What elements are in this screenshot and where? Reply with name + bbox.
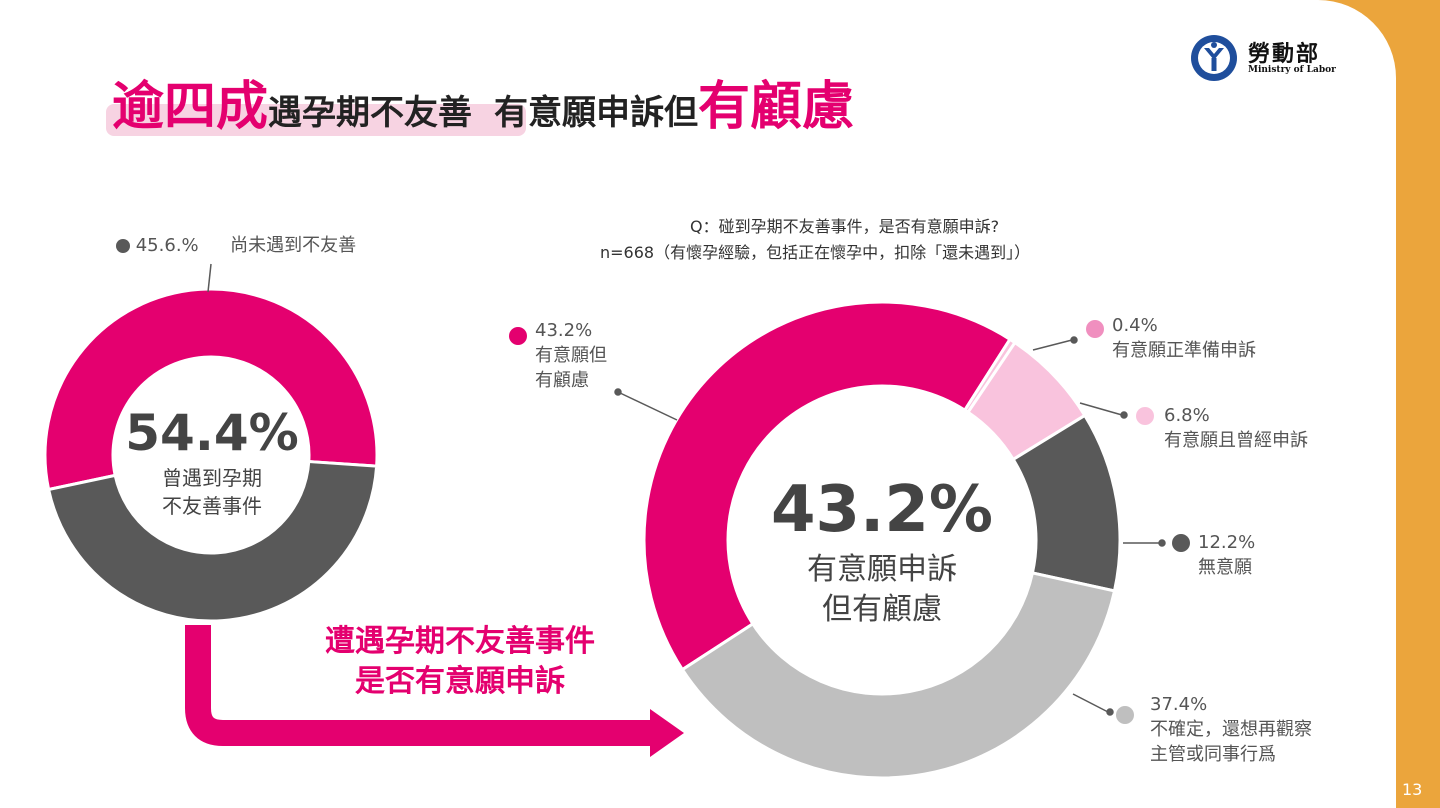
- right-center-pct: 43.2%: [770, 473, 994, 547]
- legend-dot-dark-right: [1172, 534, 1190, 552]
- title-part-1: 逾四成: [112, 77, 269, 137]
- legend-dot-light-gray: [1116, 706, 1134, 724]
- label-432: 43.2% 有意願但 有顧慮: [535, 318, 607, 393]
- label-04-pct: 0.4%: [1112, 315, 1158, 336]
- right-center-line-2: 但有顧慮: [822, 592, 942, 627]
- label-374-line-1: 不確定，還想再觀察: [1150, 719, 1312, 740]
- title-part-4: 有顧慮: [698, 77, 855, 137]
- right-donut-slice-4: [680, 571, 1117, 780]
- arrow-caption-line-1: 遭遇孕期不友善事件: [325, 624, 595, 659]
- right-center-line-1: 有意願申訴: [807, 552, 957, 587]
- label-432-pct: 43.2%: [535, 320, 593, 341]
- slide-title: 逾四成遇孕期不友善 有意願申訴但有顧慮: [112, 64, 854, 139]
- leader-line-374: [1072, 693, 1109, 713]
- flow-arrow-head: [650, 709, 684, 757]
- label-04-line-1: 有意願正準備申訴: [1112, 340, 1256, 361]
- label-122-line-1: 無意願: [1198, 557, 1252, 578]
- leader-line-68: [1079, 402, 1123, 416]
- ministry-of-labor-emblem-icon: [1191, 35, 1237, 81]
- legend-dot-pink: [509, 327, 527, 345]
- label-122: 12.2% 無意願: [1198, 530, 1255, 580]
- left-donut-slice-1: [46, 459, 379, 623]
- right-donut-slice-0: [642, 300, 1013, 672]
- ministry-logo: 勞動部 Ministry of Labor: [1190, 34, 1350, 84]
- label-374: 37.4% 不確定，還想再觀察 主管或同事行爲: [1150, 692, 1312, 767]
- arrow-caption-line-2: 是否有意願申訴: [355, 664, 565, 699]
- left-center-line-2: 不友善事件: [162, 494, 262, 518]
- left-donut-center: 54.4% 曾遇到孕期 不友善事件: [112, 402, 312, 520]
- label-432-line-2: 有顧慮: [535, 370, 589, 391]
- question-line-2: n=668（有懷孕經驗，包括正在懷孕中，扣除「還未遇到」）: [600, 243, 1031, 262]
- leader-line-unmet: [207, 263, 212, 293]
- survey-question: Q：碰到孕期不友善事件，是否有意願申訴? n=668（有懷孕經驗，包括正在懷孕中…: [600, 214, 1030, 266]
- leader-dot-432: [614, 388, 622, 396]
- question-line-1: Q：碰到孕期不友善事件，是否有意願申訴?: [690, 217, 1000, 236]
- label-432-line-1: 有意願但: [535, 345, 607, 366]
- right-donut-center: 43.2% 有意願申訴 但有顧慮: [752, 470, 1012, 630]
- label-68-line-1: 有意願且曾經申訴: [1164, 430, 1308, 451]
- left-center-line-1: 曾遇到孕期: [162, 466, 262, 490]
- title-part-3: 有意願申訴但: [494, 93, 699, 133]
- page-number: 13: [1402, 780, 1423, 799]
- leader-dot-04: [1070, 336, 1078, 344]
- charts-canvas: [43, 263, 1166, 780]
- label-68: 6.8% 有意願且曾經申訴: [1164, 403, 1308, 453]
- label-68-pct: 6.8%: [1164, 405, 1210, 426]
- label-unmet-pct: 45.6.%: [135, 235, 199, 256]
- left-donut-chart: [43, 287, 379, 623]
- legend-dot-pink-mid: [1086, 320, 1104, 338]
- leader-dot-374: [1106, 708, 1114, 716]
- leader-dot-68: [1120, 411, 1128, 419]
- logo-name-zh: 勞動部: [1248, 41, 1321, 67]
- label-unmet-text: 尚未遇到不友善: [230, 235, 357, 256]
- leader-line-432: [617, 391, 678, 421]
- leader-dot-122: [1158, 539, 1166, 547]
- label-374-line-2: 主管或同事行爲: [1150, 744, 1276, 765]
- title-part-2: 遇孕期不友善: [268, 93, 473, 133]
- legend-dot-light-pink: [1136, 407, 1154, 425]
- arrow-caption: 遭遇孕期不友善事件 是否有意願申訴: [300, 622, 620, 702]
- label-374-pct: 37.4%: [1150, 694, 1208, 715]
- label-04: 0.4% 有意願正準備申訴: [1112, 313, 1256, 363]
- left-donut-slice-0: [43, 287, 379, 492]
- label-122-pct: 12.2%: [1198, 532, 1256, 553]
- title-highlight-bar: [106, 104, 526, 136]
- label-unmet: 45.6.% 尚未遇到不友善: [116, 233, 356, 258]
- right-donut-chart: [642, 300, 1122, 780]
- left-center-pct: 54.4%: [125, 404, 299, 462]
- leader-line-04: [1032, 339, 1073, 351]
- flow-arrow-shaft: [185, 625, 652, 746]
- legend-dot-dark: [116, 239, 130, 253]
- logo-name-en: Ministry of Labor: [1248, 65, 1336, 75]
